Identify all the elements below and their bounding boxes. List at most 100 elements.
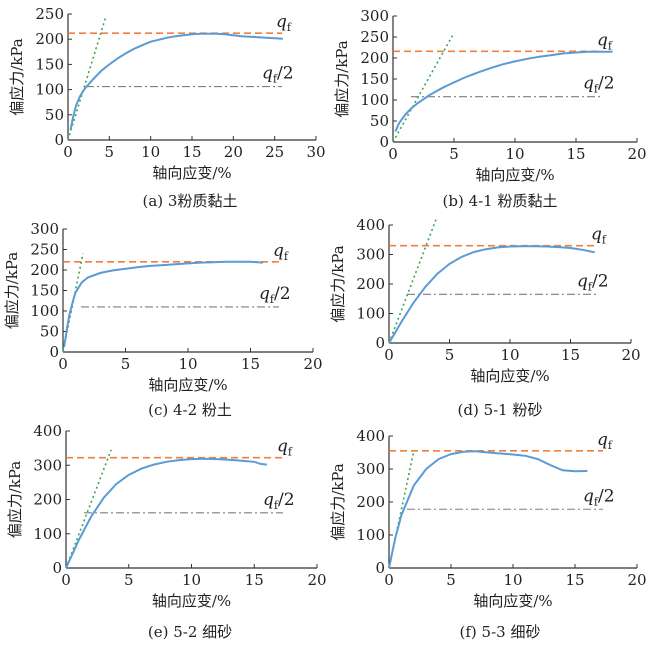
y-tick-label: 0: [375, 559, 385, 577]
y-tick-label: 200: [360, 49, 389, 67]
y-tick-label: 300: [30, 220, 59, 238]
x-tick-label: 0: [63, 143, 73, 161]
y-tick-label: 150: [360, 70, 389, 88]
qf-label: qf: [597, 430, 613, 452]
qf-half-label-subscript: f: [594, 495, 599, 508]
qf-label: qf: [273, 241, 289, 263]
qf-half-label-subscript: f: [588, 280, 593, 293]
y-tick-label: 300: [33, 456, 62, 474]
caption-a: (a) 3粉质黏土: [142, 192, 238, 210]
y-axis-title: 偏应力/kPa: [329, 245, 347, 323]
x-tick-label: 0: [384, 571, 394, 589]
x-tick-label: 10: [182, 571, 201, 589]
x-tick-label: 15: [182, 143, 201, 161]
y-axis-title: 偏应力/kPa: [8, 38, 26, 116]
qf-label-subscript: f: [602, 234, 607, 247]
x-tick-label: 0: [384, 346, 394, 364]
qf-label-subscript: f: [284, 250, 289, 263]
y-tick-label: 0: [49, 343, 59, 361]
y-tick-label: 300: [356, 460, 385, 478]
qf-half-label-ratio: /2: [598, 486, 615, 506]
qf-half-label-subscript: f: [594, 83, 599, 96]
qf-half-label-subscript: f: [273, 73, 278, 86]
x-tick-label: 20: [303, 355, 322, 373]
x-tick-label: 20: [627, 571, 646, 589]
y-tick-label: 400: [356, 427, 385, 445]
qf-half-label: qf/2: [262, 64, 294, 86]
y-tick-label: 50: [370, 112, 389, 130]
qf-half-label-subscript: f: [270, 293, 275, 306]
x-axis-title: 轴向应变/%: [152, 592, 231, 610]
y-tick-label: 150: [35, 55, 64, 73]
stress-strain-curve: [388, 450, 588, 569]
y-axis-title: 偏应力/kPa: [333, 40, 351, 118]
y-tick-label: 0: [54, 131, 64, 149]
qf-label: qf: [276, 12, 292, 34]
qf-half-label-subscript: f: [274, 499, 279, 512]
y-tick-label: 400: [356, 216, 385, 234]
initial-tangent-line: [388, 218, 437, 344]
y-tick-label: 300: [356, 246, 385, 264]
x-tick-label: 10: [503, 571, 522, 589]
y-tick-label: 50: [45, 106, 64, 124]
x-tick-label: 5: [449, 145, 459, 163]
x-tick-label: 5: [445, 346, 455, 364]
qf-label-subscript: f: [608, 39, 613, 52]
y-tick-label: 50: [40, 323, 59, 341]
x-axis-title: 轴向应变/%: [473, 592, 552, 610]
qf-half-label: qf/2: [583, 486, 615, 508]
qf-half-label-ratio: /2: [274, 284, 291, 304]
x-tick-label: 0: [58, 355, 68, 373]
chart-panel-c: 0 5 10 15 20050100150200250300轴向应变/%偏应力/kPaq…: [3, 220, 323, 394]
y-tick-label: 300: [360, 7, 389, 25]
y-tick-label: 200: [356, 493, 385, 511]
x-tick-label: 15: [565, 571, 584, 589]
x-axis-title: 轴向应变/%: [475, 166, 554, 184]
y-tick-label: 0: [375, 334, 385, 352]
qf-label-subscript: f: [288, 446, 293, 459]
caption-c: (c) 4-2 粉土: [148, 401, 232, 419]
x-tick-label: 5: [121, 355, 131, 373]
x-axis-title: 轴向应变/%: [470, 367, 549, 385]
initial-tangent-line: [67, 15, 107, 141]
y-tick-label: 100: [356, 305, 385, 323]
x-tick-label: 0: [388, 145, 398, 163]
chart-panel-a: 0 5 10 15 20 25 30 0 50 100 150 200 250 轴向应变/% 偏应力/kPa…: [8, 5, 326, 182]
x-tick-label: 15: [566, 145, 585, 163]
qf-half-label: qf/2: [577, 271, 609, 293]
x-tick-label: 20: [307, 571, 326, 589]
x-axis-title: 轴向应变/%: [152, 164, 231, 182]
x-tick-label: 10: [500, 346, 519, 364]
qf-label: qf: [277, 437, 293, 459]
qf-half-label-ratio: /2: [592, 271, 609, 291]
stress-strain-curve: [69, 32, 283, 131]
y-tick-label: 250: [30, 241, 59, 259]
x-tick-label: 5: [124, 571, 134, 589]
x-tick-label: 5: [446, 571, 456, 589]
x-tick-label: 15: [561, 346, 580, 364]
stress-strain-curve: [388, 245, 595, 344]
y-axis-title: 偏应力/kPa: [6, 461, 24, 539]
y-tick-label: 0: [379, 133, 389, 151]
y-tick-label: 150: [30, 282, 59, 300]
y-tick-label: 100: [356, 526, 385, 544]
y-tick-label: 100: [30, 302, 59, 320]
qf-half-label: qf/2: [583, 74, 615, 96]
qf-half-label-ratio: /2: [277, 64, 294, 84]
y-tick-label: 250: [35, 5, 64, 23]
caption-d: (d) 5-1 粉砂: [457, 401, 543, 419]
qf-label: qf: [597, 30, 613, 52]
x-tick-label: 15: [245, 571, 264, 589]
x-tick-label: 20: [621, 346, 640, 364]
x-tick-label: 25: [265, 143, 284, 161]
x-tick-label: 20: [627, 145, 646, 163]
initial-tangent-line: [65, 449, 112, 569]
x-tick-label: 5: [105, 143, 115, 161]
y-axis-title: 偏应力/kPa: [329, 463, 347, 541]
qf-half-label: qf/2: [263, 490, 295, 512]
